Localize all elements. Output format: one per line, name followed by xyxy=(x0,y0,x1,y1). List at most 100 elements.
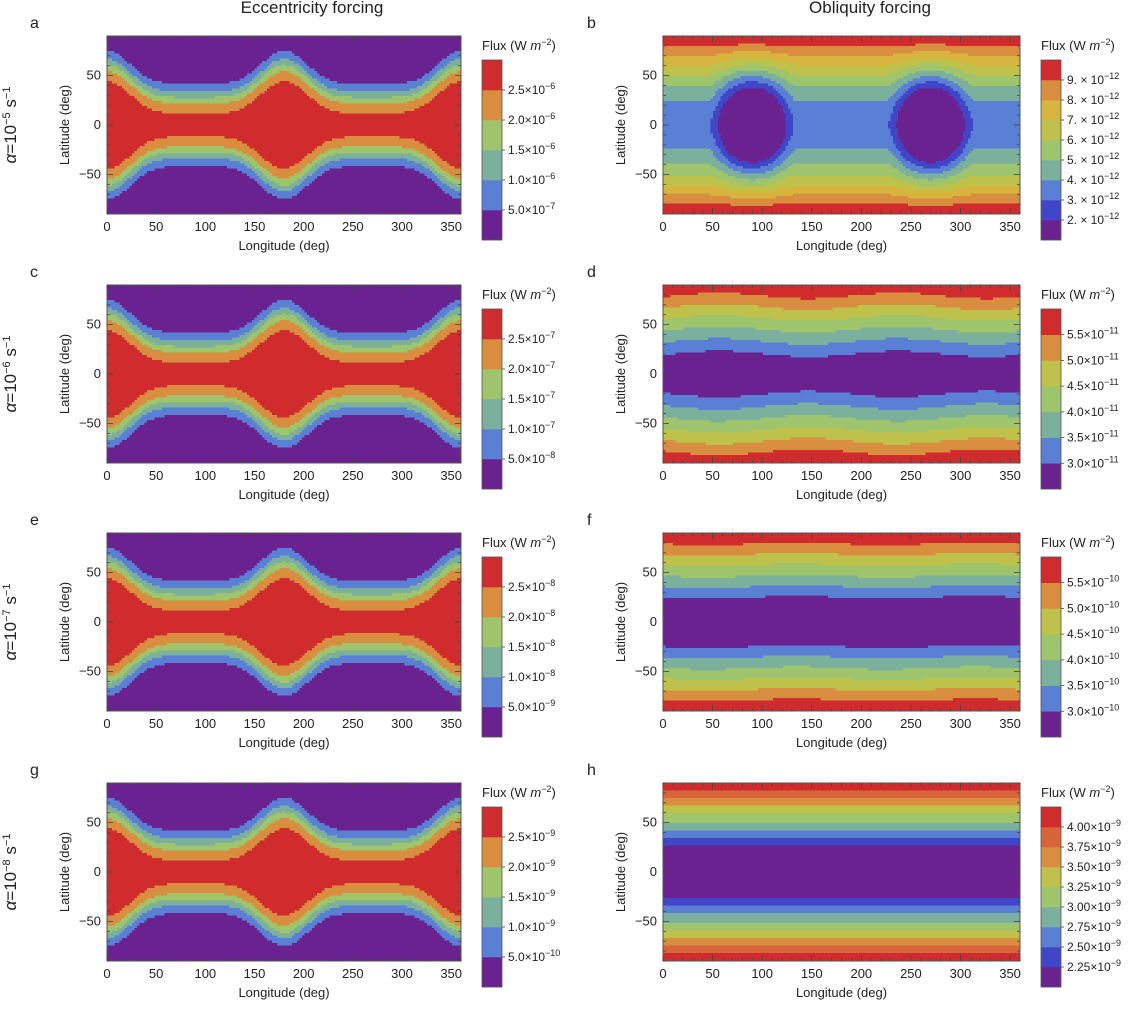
x-tick-label: 350 xyxy=(440,716,462,731)
x-tick-label: 100 xyxy=(751,468,773,483)
y-tick-label: 0 xyxy=(94,614,101,629)
x-tick-label: 250 xyxy=(342,716,364,731)
colorbar-swatch xyxy=(1041,685,1061,712)
column-title-eccentricity: Eccentricity forcing xyxy=(241,0,384,17)
x-tick-label: 300 xyxy=(391,219,413,234)
y-axis-label: Latitude (deg) xyxy=(57,582,72,662)
colorbar-label: 4.5×10−11 xyxy=(1067,377,1119,393)
colorbar-title: Flux (W m−2) xyxy=(482,784,556,800)
panel-f: f 0 50 100 150 200 250 300 350 −50 0 50 Longitude (d… xyxy=(587,512,1119,750)
colorbar-label: 2.0×10−8 xyxy=(508,608,555,624)
colorbar-swatch xyxy=(482,60,502,91)
colorbar-title: Flux (W m−2) xyxy=(1041,286,1115,302)
colorbar-swatch xyxy=(1041,557,1061,584)
x-tick-label: 100 xyxy=(751,219,773,234)
y-axis-label: Latitude (deg) xyxy=(613,582,628,662)
x-tick-label: 250 xyxy=(342,219,364,234)
y-tick-label: −50 xyxy=(79,663,101,678)
y-tick-label: 0 xyxy=(650,366,657,381)
y-axis-label: Latitude (deg) xyxy=(57,85,72,165)
colorbar-label: 5.0×10−8 xyxy=(508,450,555,466)
colorbar-swatch xyxy=(1041,309,1061,336)
y-tick-label: 50 xyxy=(87,815,101,830)
y-tick-label: −50 xyxy=(79,913,101,928)
colorbar-swatch xyxy=(482,399,502,430)
colorbar-label: 2.0×10−7 xyxy=(508,360,555,376)
x-tick-label: 300 xyxy=(950,219,972,234)
colorbar-swatch xyxy=(1041,60,1061,81)
colorbar-title: Flux (W m−2) xyxy=(482,37,556,53)
x-tick-label: 100 xyxy=(194,966,216,981)
y-tick-label: 0 xyxy=(94,117,101,132)
y-axis-label: Latitude (deg) xyxy=(613,334,628,414)
x-tick-label: 50 xyxy=(149,966,163,981)
colorbar-swatch xyxy=(482,180,502,211)
colorbar-swatch xyxy=(482,587,502,618)
y-axis-label: Latitude (deg) xyxy=(57,334,72,414)
colorbar-swatch xyxy=(1041,80,1061,101)
colorbar-swatch xyxy=(1041,463,1061,490)
colorbar-swatch xyxy=(482,309,502,340)
x-axis-label: Longitude (deg) xyxy=(796,487,887,502)
colorbar-title: Flux (W m−2) xyxy=(1041,784,1115,800)
colorbar-swatch xyxy=(1041,634,1061,661)
x-tick-label: 0 xyxy=(659,716,666,731)
x-tick-label: 250 xyxy=(900,966,922,981)
colorbar-swatch xyxy=(1041,967,1061,988)
x-tick-label: 0 xyxy=(103,716,110,731)
x-tick-label: 100 xyxy=(751,966,773,981)
colorbar-label: 2.50×10−9 xyxy=(1067,938,1121,954)
colorbar-label: 1.0×10−7 xyxy=(508,420,555,436)
y-tick-label: 0 xyxy=(94,366,101,381)
colorbar-swatch xyxy=(1041,947,1061,968)
colorbar-swatch xyxy=(482,807,502,838)
panel-c: c 0 50 100 150 200 250 300 350 −50 0 50 Longitude (d… xyxy=(30,264,556,502)
colorbar-label: 5.0×10−10 xyxy=(508,948,560,964)
x-axis-label: Longitude (deg) xyxy=(796,985,887,1000)
colorbar-swatch xyxy=(482,957,502,988)
x-tick-label: 200 xyxy=(293,468,315,483)
x-tick-label: 100 xyxy=(194,468,216,483)
x-tick-label: 200 xyxy=(293,966,315,981)
colorbar-swatch xyxy=(1041,220,1061,241)
colorbar-label: 2. × 10−12 xyxy=(1067,211,1119,227)
colorbar: 5.0×10−9 1.0×10−8 1.5×10−8 2.0×10−8 2.5×10−8 xyxy=(481,556,555,738)
y-tick-label: −50 xyxy=(635,913,657,928)
x-tick-label: 150 xyxy=(244,468,266,483)
colorbar-label: 1.5×10−6 xyxy=(508,141,555,157)
colorbar-label: 6. × 10−12 xyxy=(1067,131,1119,147)
colorbar-label: 7. × 10−12 xyxy=(1067,111,1119,127)
colorbar-swatch xyxy=(482,90,502,121)
x-tick-label: 300 xyxy=(950,716,972,731)
y-tick-label: −50 xyxy=(79,415,101,430)
colorbar-swatch xyxy=(1041,582,1061,609)
colorbar-swatch xyxy=(482,617,502,648)
y-tick-label: 50 xyxy=(643,815,657,830)
colorbar-label: 5.5×10−11 xyxy=(1067,326,1119,342)
x-tick-label: 300 xyxy=(950,468,972,483)
colorbar-swatch xyxy=(1041,827,1061,848)
x-tick-label: 150 xyxy=(801,716,823,731)
x-tick-label: 50 xyxy=(149,468,163,483)
x-tick-label: 150 xyxy=(244,219,266,234)
colorbar-swatch xyxy=(482,210,502,241)
x-tick-label: 0 xyxy=(659,966,666,981)
row-labels: α=10−5 s−1 α=10−6 s−1 α=10−7 s−1 α=10−8 s−1 xyxy=(1,87,20,911)
colorbar-label: 3.0×10−10 xyxy=(1067,702,1119,718)
x-tick-label: 150 xyxy=(801,966,823,981)
row-label: α=10−7 s−1 xyxy=(1,584,20,661)
colorbar-label: 4.00×10−9 xyxy=(1067,818,1121,834)
x-tick-label: 150 xyxy=(244,966,266,981)
x-tick-label: 200 xyxy=(850,716,872,731)
colorbar-swatch xyxy=(482,150,502,181)
x-tick-label: 150 xyxy=(801,468,823,483)
x-tick-label: 100 xyxy=(194,219,216,234)
colorbar-label: 9. × 10−12 xyxy=(1067,71,1119,87)
colorbar-title: Flux (W m−2) xyxy=(482,286,556,302)
colorbar-swatch xyxy=(1041,334,1061,361)
colorbar-label: 8. × 10−12 xyxy=(1067,91,1119,107)
x-tick-label: 200 xyxy=(850,468,872,483)
y-tick-label: 0 xyxy=(94,864,101,879)
panel-h: h 0 50 100 150 200 250 300 350 −50 0 50 Longitude (d… xyxy=(587,762,1121,1000)
colorbar-swatch xyxy=(482,897,502,928)
